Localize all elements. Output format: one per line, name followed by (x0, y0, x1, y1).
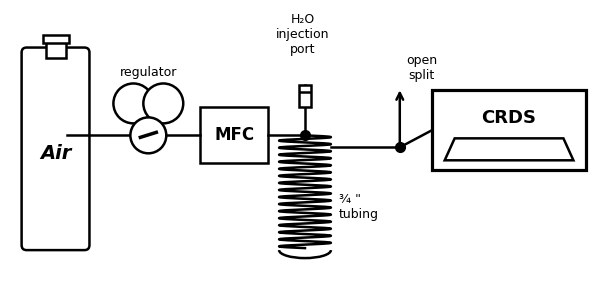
Circle shape (130, 117, 166, 153)
Polygon shape (445, 138, 574, 160)
Text: regulator: regulator (119, 67, 177, 80)
Text: ¾ "
tubing: ¾ " tubing (339, 193, 379, 221)
Circle shape (113, 83, 154, 123)
Bar (299, 85, 311, 107)
Bar (432, 91, 586, 170)
Circle shape (143, 83, 183, 123)
Text: MFC: MFC (214, 126, 254, 144)
Bar (200, 107, 268, 163)
Text: H₂O
injection
port: H₂O injection port (276, 13, 330, 56)
FancyBboxPatch shape (22, 47, 89, 250)
Text: Air: Air (40, 144, 71, 163)
Text: open
split: open split (406, 55, 437, 83)
Bar (43, 34, 68, 43)
Bar (46, 40, 65, 58)
Text: CRDS: CRDS (482, 110, 536, 128)
